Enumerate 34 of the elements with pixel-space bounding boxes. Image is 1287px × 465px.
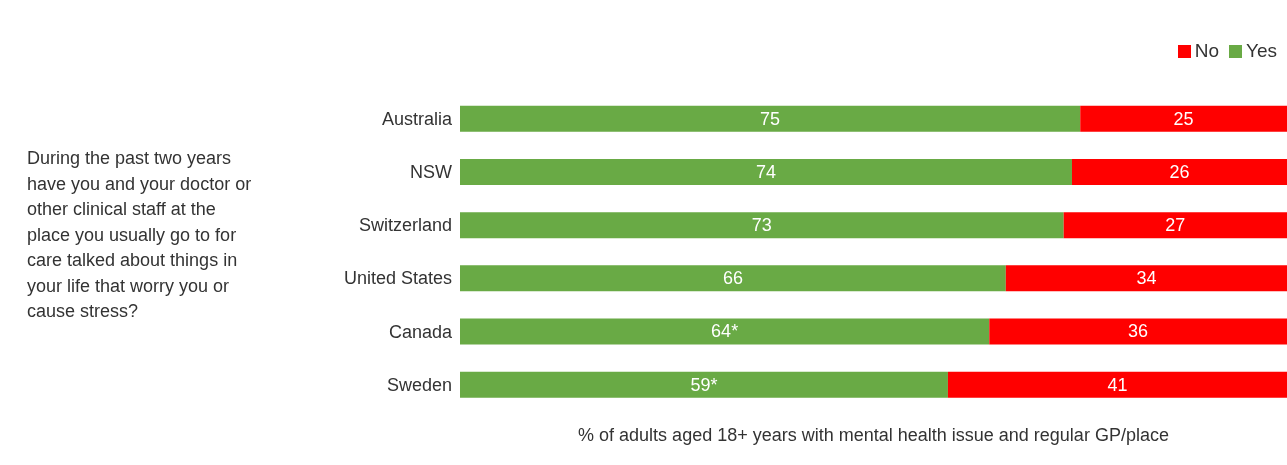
bar xyxy=(460,212,1064,239)
y-tick-label: Sweden xyxy=(386,374,452,395)
bar xyxy=(1080,105,1287,132)
bar xyxy=(460,105,1081,132)
bar xyxy=(1071,158,1287,185)
data-label: 25 xyxy=(1173,108,1194,129)
data-label: 59* xyxy=(690,374,718,395)
y-tick-label: Canada xyxy=(388,321,453,342)
x-axis-title: % of adults aged 18+ years with mental health issue and regular GP/place xyxy=(577,425,1170,446)
y-tick-label: NSW xyxy=(410,162,452,183)
data-label: 73 xyxy=(751,215,772,236)
data-label: 74 xyxy=(755,161,777,182)
bar xyxy=(1005,265,1287,292)
y-tick-label: United States xyxy=(343,268,452,289)
bar xyxy=(947,371,1287,398)
bar xyxy=(460,265,1006,292)
legend-label: No xyxy=(1194,40,1219,61)
text: During the past two years have you and your doctor or other clinical staff at the place you usually go to for care talked about things in your life that worry you or cause stress? xyxy=(27,147,253,323)
data-label: 41 xyxy=(1107,374,1128,395)
y-tick-label: Australia xyxy=(381,108,453,129)
data-label: 34 xyxy=(1136,268,1157,289)
data-label: 36 xyxy=(1128,321,1149,342)
bar xyxy=(989,318,1287,345)
data-label: 75 xyxy=(760,108,781,129)
legend-label: Yes xyxy=(1246,40,1277,61)
data-label: 26 xyxy=(1169,161,1190,182)
bar xyxy=(460,318,990,345)
y-tick-label: Switzerland xyxy=(358,215,452,236)
bar xyxy=(460,371,948,398)
bar xyxy=(1063,212,1287,239)
data-label: 27 xyxy=(1165,215,1186,236)
data-label: 66 xyxy=(722,268,743,289)
bar xyxy=(460,158,1072,185)
data-label: 64* xyxy=(711,321,739,342)
